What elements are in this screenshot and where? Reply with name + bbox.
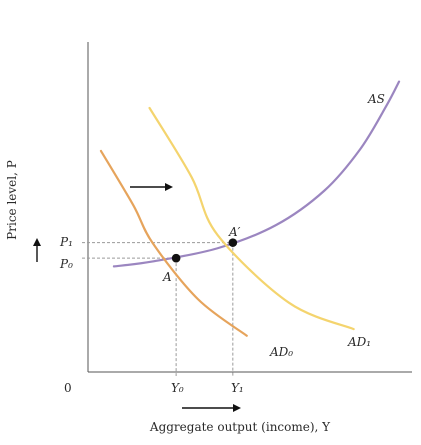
p0-tick-label: P₀ xyxy=(59,257,73,271)
shift-arrows xyxy=(33,183,241,412)
equilibrium-points xyxy=(171,238,238,263)
as-curve-label: AS xyxy=(367,92,385,106)
point-a-prime xyxy=(228,238,238,247)
y1-tick-label: Y₁ xyxy=(231,381,244,395)
ad1-curve-label: AD₁ xyxy=(347,335,371,349)
y0-tick-label: Y₀ xyxy=(171,381,184,395)
ad0-curve-label: AD₀ xyxy=(269,345,293,359)
as-curve xyxy=(112,80,401,268)
guide-lines xyxy=(82,242,234,376)
point-a-prime-label: A′ xyxy=(228,225,241,239)
axes xyxy=(87,42,412,373)
p1-tick-label: P₁ xyxy=(59,235,73,249)
x-axis-title: Aggregate output (income), Y xyxy=(149,420,331,434)
curves xyxy=(99,80,401,337)
point-a xyxy=(171,253,181,263)
point-a-label: A xyxy=(162,270,172,284)
origin-label: 0 xyxy=(64,381,72,395)
y-axis-title: Price level, P xyxy=(5,160,19,240)
ad1-curve xyxy=(148,106,355,331)
ad0-curve xyxy=(99,149,248,337)
